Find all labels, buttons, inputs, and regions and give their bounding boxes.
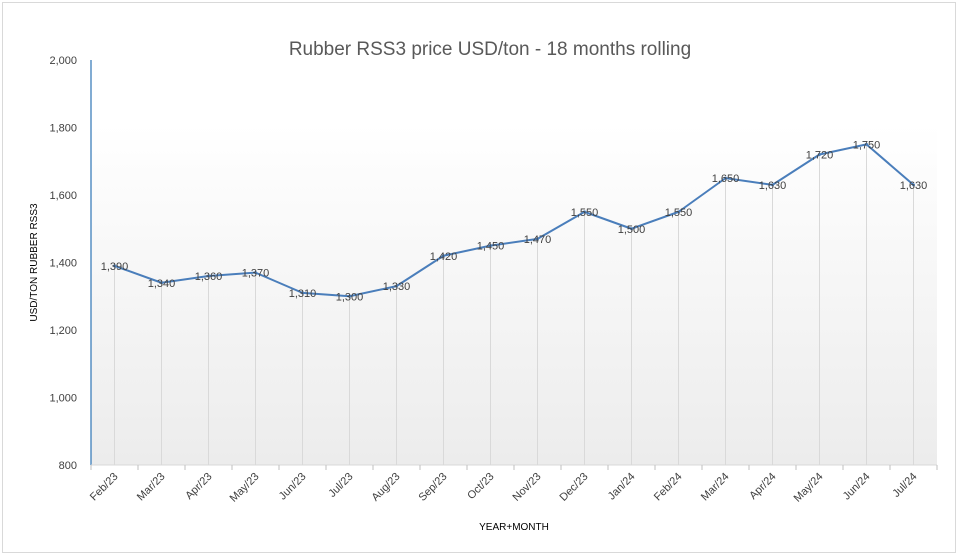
x-tick-label: Dec/23	[557, 471, 590, 504]
data-label: 1,370	[242, 268, 270, 280]
data-point	[207, 274, 210, 278]
data-label: 1,550	[665, 207, 693, 219]
y-tick-label: 800	[59, 460, 77, 472]
y-tick-label: 1,800	[49, 123, 77, 135]
x-tick-label: Feb/23	[88, 471, 121, 504]
series-line	[114, 143, 915, 298]
line-chart: Rubber RSS3 price USD/ton - 18 months ro…	[29, 39, 938, 533]
x-tick-label: Jan/24	[606, 471, 638, 503]
data-point	[865, 142, 868, 146]
data-point	[254, 271, 257, 275]
plot-background	[91, 124, 937, 465]
x-tick-label: Sep/23	[416, 471, 449, 504]
data-point	[442, 254, 445, 258]
data-label: 1,550	[571, 207, 599, 219]
data-point	[395, 284, 398, 288]
data-point	[912, 183, 915, 187]
data-label: 1,630	[900, 180, 928, 192]
data-label: 1,500	[618, 224, 646, 236]
x-tick-label: Jul/23	[326, 471, 355, 500]
data-point	[160, 281, 163, 285]
data-point	[301, 291, 304, 295]
x-tick-label: Apr/24	[747, 471, 778, 502]
data-label: 1,310	[289, 288, 317, 300]
data-point	[724, 176, 727, 180]
data-label: 1,720	[806, 150, 834, 162]
x-tick-label: Jun/24	[841, 471, 873, 503]
data-point	[113, 264, 116, 268]
data-point	[489, 244, 492, 248]
x-tick-label: Mar/24	[699, 471, 732, 504]
x-tick-label: Aug/23	[369, 471, 402, 504]
x-axis-title: YEAR+MONTH	[479, 522, 549, 533]
x-tick-label: Jul/24	[890, 471, 919, 500]
x-tick-label: Feb/24	[652, 471, 685, 504]
data-label: 1,630	[759, 180, 787, 192]
data-point	[677, 210, 680, 214]
y-tick-label: 1,200	[49, 325, 77, 337]
y-tick-label: 2,000	[49, 55, 77, 67]
data-label: 1,650	[712, 173, 740, 185]
data-label: 1,390	[101, 261, 129, 273]
x-tick-label: May/24	[792, 471, 826, 505]
data-label: 1,450	[477, 241, 505, 253]
x-tick-label: Nov/23	[510, 471, 543, 504]
y-tick-label: 1,600	[49, 190, 77, 202]
data-label: 1,340	[148, 278, 176, 290]
chart-title: Rubber RSS3 price USD/ton - 18 months ro…	[289, 39, 691, 60]
plot-area: 800 1,000 1,200 1,400 1,600 1,800 2,000 Feb/23 M…	[49, 55, 938, 505]
data-point	[536, 237, 539, 241]
data-point	[818, 153, 821, 156]
data-point	[771, 183, 774, 187]
data-label: 1,300	[336, 291, 364, 303]
data-label: 1,360	[195, 271, 223, 283]
y-tick-label: 1,400	[49, 258, 77, 270]
data-label: 1,470	[524, 234, 552, 246]
data-point	[630, 227, 633, 231]
y-tick-label: 1,000	[49, 393, 77, 405]
data-label: 1,330	[383, 281, 411, 293]
x-tick-label: May/23	[228, 471, 262, 505]
x-tick-label: Oct/23	[465, 471, 496, 502]
data-point	[348, 294, 351, 298]
data-label: 1,750	[853, 139, 881, 151]
x-tick-label: Mar/23	[135, 471, 168, 504]
data-label: 1,420	[430, 251, 458, 263]
data-point	[583, 210, 586, 214]
y-axis-title: USD/TON RUBBER RSS3	[29, 203, 40, 322]
x-tick-label: Apr/23	[183, 471, 214, 502]
x-tick-label: Jun/23	[277, 471, 309, 503]
